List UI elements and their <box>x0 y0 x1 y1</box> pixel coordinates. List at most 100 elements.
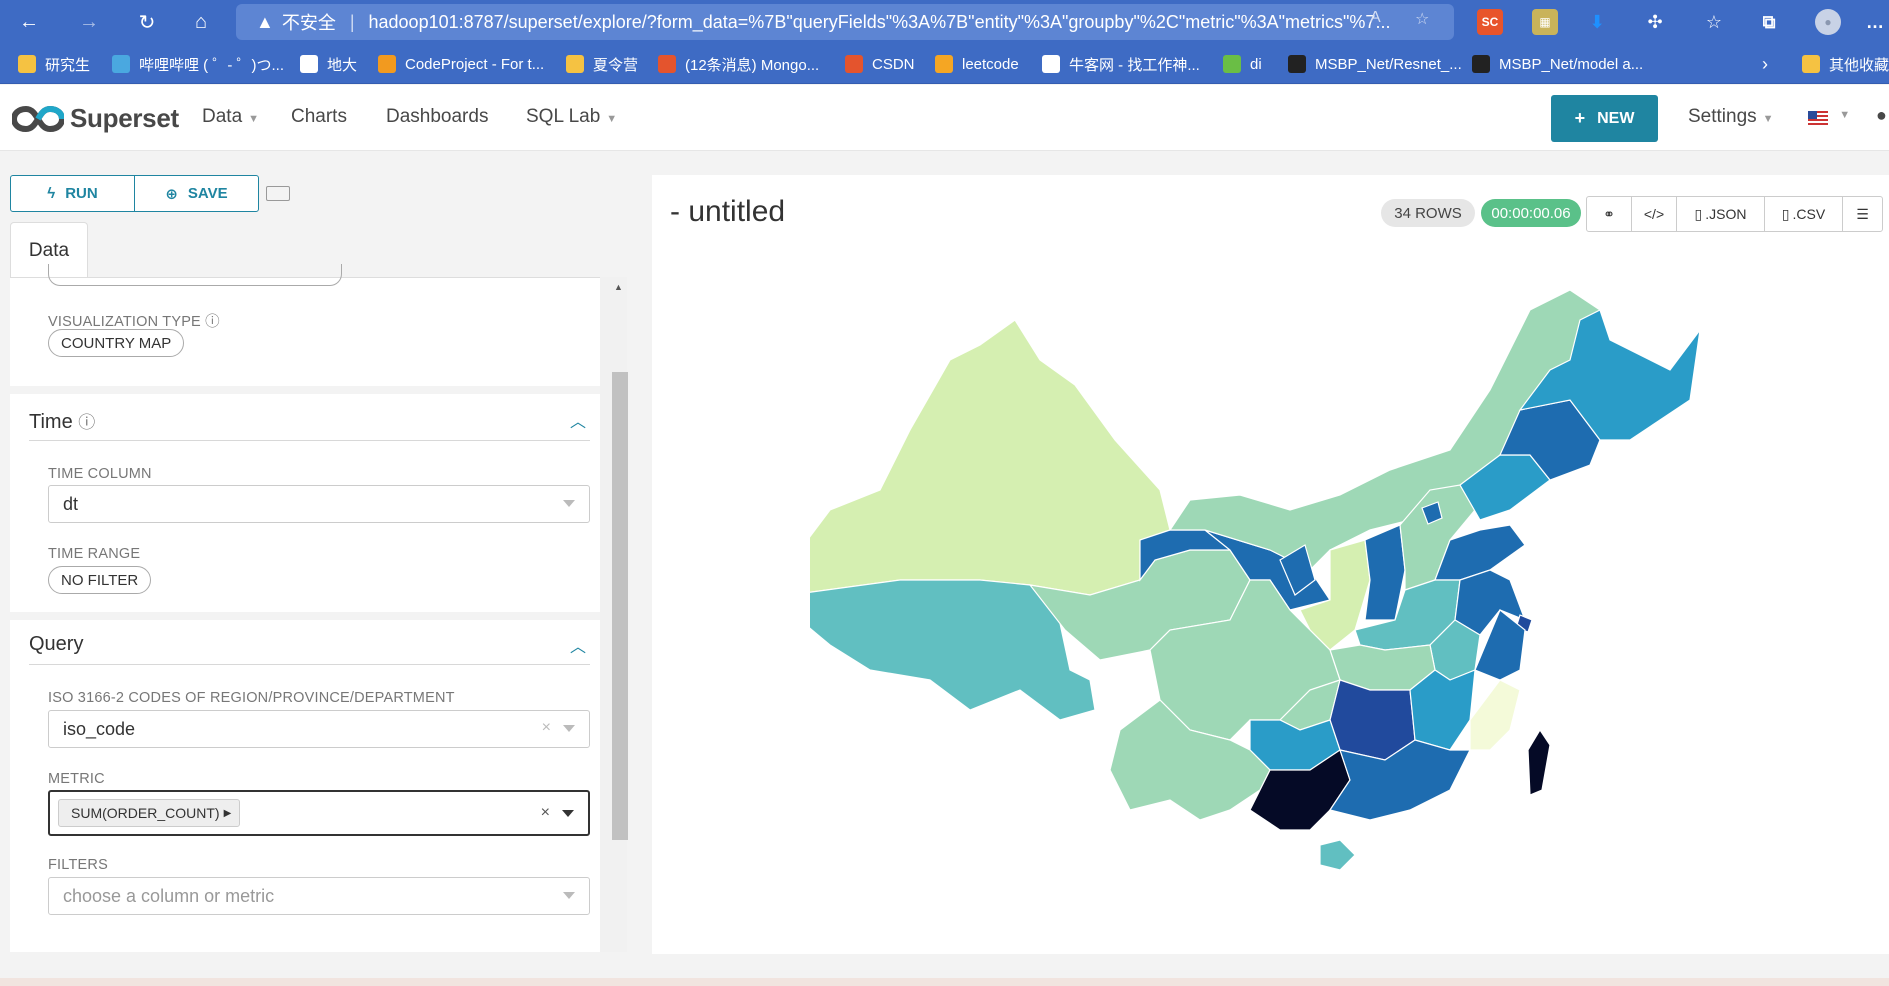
download-extension-icon[interactable]: ⬇ <box>1589 11 1605 32</box>
dropdown-arrow-icon <box>563 892 575 899</box>
bookmark-item[interactable]: 夏令营 <box>566 54 638 74</box>
time-column-label: TIME COLUMN <box>48 466 152 482</box>
bookmarks-overflow-chevron-icon[interactable]: › <box>1762 53 1768 74</box>
page-icon <box>300 55 318 73</box>
caret-down-icon: ▼ <box>1762 113 1774 125</box>
sc-extension-icon[interactable]: SC <box>1477 9 1503 35</box>
language-flag-icon[interactable]: ▼ <box>1808 109 1850 131</box>
leetcode-icon <box>935 55 953 73</box>
datasource-pill[interactable] <box>48 264 342 286</box>
dropdown-arrow-icon <box>563 500 575 507</box>
save-button[interactable]: ⊕ SAVE <box>134 176 258 211</box>
embed-button[interactable]: </> <box>1631 197 1676 231</box>
bookmark-item[interactable]: (12条消息) Mongo... <box>658 54 819 74</box>
province-jiangxi[interactable] <box>1409 669 1476 751</box>
chart-actions: ⚭ </> ▯ .JSON ▯ .CSV ☰ <box>1586 196 1883 232</box>
chart-title[interactable]: - untitled <box>670 195 786 228</box>
filters-select[interactable]: choose a column or metric <box>48 877 590 915</box>
chevron-up-icon[interactable]: ︿ <box>570 414 587 431</box>
panel-scrollbar-thumb[interactable] <box>612 372 628 840</box>
bookmark-item[interactable]: di <box>1223 54 1262 74</box>
bookmark-item[interactable]: 哔哩哔哩 ( ゜- ゜)つ... <box>112 54 284 74</box>
refresh-icon[interactable]: ↻ <box>138 11 156 34</box>
bookmark-item[interactable]: leetcode <box>935 54 1019 74</box>
favorite-add-icon[interactable]: ☆ <box>1415 11 1430 28</box>
csv-export-button[interactable]: ▯ .CSV <box>1764 197 1842 231</box>
province-xinjiang[interactable] <box>810 319 1171 596</box>
scroll-up-arrow-icon[interactable]: ▲ <box>614 282 623 292</box>
home-icon[interactable]: ⌂ <box>194 10 208 33</box>
link-button[interactable]: ⚭ <box>1587 197 1631 231</box>
province-yunnan[interactable] <box>1109 699 1271 821</box>
bookmark-item[interactable]: MSBP_Net/Resnet_... <box>1288 54 1462 74</box>
time-column-select[interactable]: dt <box>48 485 590 523</box>
menu-data[interactable]: Data ▼ <box>202 106 260 127</box>
bookmark-label: MSBP_Net/Resnet_... <box>1315 55 1462 73</box>
superset-navbar: Superset Data ▼ Charts Dashboards SQL Lab… <box>0 85 1889 151</box>
caret-down-icon: ▼ <box>606 113 618 125</box>
menu-settings[interactable]: Settings ▼ <box>1688 106 1774 127</box>
browser-toolbar: ← → ↻ ⌂ ▲ 不安全 | hadoop101:8787/superset/… <box>0 0 1889 44</box>
menu-charts[interactable]: Charts <box>291 106 347 127</box>
embed-code-icon: </> <box>1643 206 1665 222</box>
collections-icon[interactable]: ⧉ <box>1762 11 1776 32</box>
address-bar[interactable]: ▲ 不安全 | hadoop101:8787/superset/explore/… <box>236 4 1454 40</box>
iso-codes-select[interactable]: iso_code × <box>48 710 590 748</box>
info-icon: ⓘ <box>78 413 96 432</box>
bookmark-item[interactable]: 地大 <box>300 54 357 74</box>
province-fujian[interactable] <box>1469 679 1521 751</box>
menu-dashboards[interactable]: Dashboards <box>386 106 489 127</box>
metric-tag[interactable]: SUM(ORDER_COUNT) ▶ <box>58 799 241 827</box>
province-ningxia[interactable] <box>1279 544 1316 596</box>
extensions-puzzle-icon[interactable]: ✣ <box>1647 11 1663 32</box>
chevron-up-icon[interactable]: ︿ <box>570 639 587 656</box>
bookmark-label: 其他收藏 <box>1829 56 1889 74</box>
time-section-title[interactable]: Time ⓘ <box>29 411 96 433</box>
bookmark-label: leetcode <box>962 55 1019 73</box>
bookmark-item[interactable]: MSBP_Net/model a... <box>1472 54 1643 74</box>
other-bookmarks[interactable]: 其他收藏 <box>1802 54 1889 74</box>
menu-button[interactable]: ☰ <box>1842 197 1882 231</box>
extension-icon[interactable]: ▦ <box>1532 9 1558 35</box>
dropdown-arrow-icon <box>562 810 574 817</box>
bookmark-item[interactable]: 研究生 <box>18 54 90 74</box>
province-guangdong[interactable] <box>1329 739 1471 821</box>
more-icon[interactable]: … <box>1866 11 1884 32</box>
bookmark-item[interactable]: CodeProject - For t... <box>378 54 544 74</box>
clear-icon[interactable]: × <box>540 804 550 821</box>
read-aloud-icon[interactable]: A <box>1370 9 1381 26</box>
bookmark-label: 哔哩哔哩 ( ゜- ゜)つ... <box>139 56 284 74</box>
user-icon[interactable]: ● <box>1876 105 1887 125</box>
province-hainan[interactable] <box>1319 839 1356 871</box>
visualization-type-pill[interactable]: COUNTRY MAP <box>48 329 185 357</box>
province-beijing[interactable] <box>1421 501 1443 525</box>
new-button[interactable]: + NEW <box>1551 95 1658 142</box>
province-taiwan[interactable] <box>1527 728 1551 796</box>
time-range-pill[interactable]: NO FILTER <box>48 566 152 594</box>
run-button[interactable]: ϟ RUN <box>47 185 98 202</box>
province-heilongjiang[interactable] <box>1518 309 1701 441</box>
province-tibet[interactable] <box>810 579 1096 721</box>
bookmark-label: 夏令营 <box>593 56 639 74</box>
json-export-button[interactable]: ▯ .JSON <box>1676 197 1764 231</box>
profile-avatar[interactable]: ● <box>1815 9 1841 35</box>
province-shanxi[interactable] <box>1364 524 1406 621</box>
bookmark-item[interactable]: CSDN <box>845 54 915 74</box>
forward-icon[interactable]: → <box>79 10 99 33</box>
province-zhejiang[interactable] <box>1474 609 1526 681</box>
back-icon[interactable]: ← <box>19 10 39 33</box>
superset-logo[interactable]: Superset <box>12 103 179 134</box>
bookmark-label: (12条消息) Mongo... <box>685 56 820 74</box>
bookmark-item[interactable]: 牛客网 - 找工作神... <box>1042 54 1200 74</box>
keyboard-icon[interactable] <box>266 186 290 201</box>
plus-icon: + <box>1574 108 1586 128</box>
clear-icon[interactable]: × <box>541 719 551 736</box>
metric-select[interactable]: SUM(ORDER_COUNT) ▶ × <box>48 790 590 836</box>
bookmark-label: di <box>1250 55 1262 73</box>
superset-logo-icon <box>12 105 64 132</box>
favorites-icon[interactable]: ☆ <box>1705 11 1723 32</box>
folder-icon <box>566 55 584 73</box>
query-section-title[interactable]: Query <box>29 633 84 655</box>
file-icon: ▯ <box>1781 205 1790 222</box>
menu-sql-lab[interactable]: SQL Lab ▼ <box>526 106 618 127</box>
